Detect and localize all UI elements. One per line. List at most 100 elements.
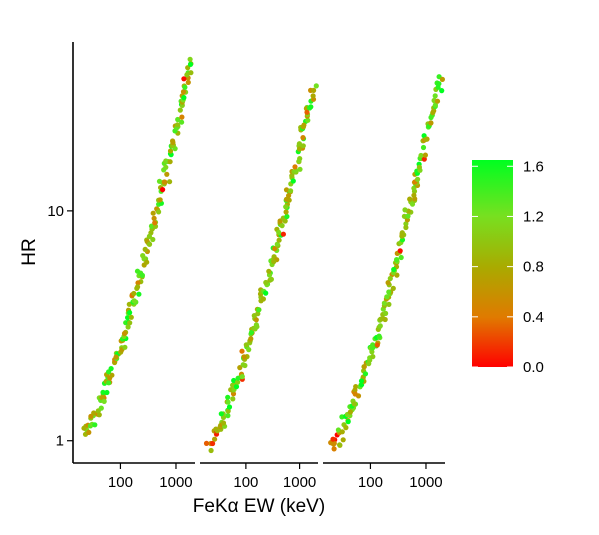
data-point (104, 389, 110, 396)
y-tick-label: 1 (56, 433, 64, 450)
data-point (434, 98, 441, 104)
data-point (422, 152, 428, 158)
data-point (248, 336, 254, 342)
data-point (263, 279, 269, 286)
data-point (284, 213, 290, 220)
data-point (274, 241, 280, 247)
x-tick-label: 1000 (409, 474, 442, 491)
data-point (407, 196, 413, 202)
x-tick-label: 1000 (159, 474, 192, 491)
data-point (127, 320, 133, 326)
colorbar-tick-label: 1.2 (523, 208, 544, 225)
data-point (109, 372, 115, 378)
data-point (428, 120, 434, 126)
data-point (148, 223, 155, 229)
data-point (283, 187, 290, 193)
data-point (353, 384, 359, 390)
data-point (161, 179, 167, 185)
data-point (390, 285, 396, 291)
data-point (235, 379, 241, 385)
data-point (300, 124, 306, 130)
data-point (384, 294, 390, 300)
y-axis-title: HR (19, 238, 40, 265)
data-point (239, 348, 245, 354)
data-point (156, 209, 162, 215)
data-point (292, 164, 298, 170)
data-point (260, 296, 266, 302)
data-point (387, 275, 393, 282)
data-point (256, 307, 262, 313)
data-point (135, 284, 141, 290)
data-point (300, 143, 306, 149)
data-point (134, 268, 141, 274)
data-point (239, 374, 245, 380)
data-point (203, 440, 210, 446)
data-point (188, 70, 194, 76)
data-point (335, 427, 341, 433)
data-point (385, 280, 391, 286)
data-point (235, 375, 241, 381)
data-point (268, 276, 274, 282)
data-point (340, 437, 346, 443)
data-point (167, 179, 173, 185)
data-point (416, 164, 422, 170)
data-point (352, 391, 358, 397)
data-point (391, 266, 397, 273)
colorbar-tick-label: 0.8 (523, 259, 544, 276)
data-point (420, 144, 427, 151)
points-layer (81, 56, 445, 454)
data-point (160, 187, 166, 193)
data-point (131, 290, 137, 297)
data-point (233, 384, 240, 390)
data-point (146, 233, 152, 239)
data-point (106, 380, 112, 386)
data-point (99, 394, 105, 401)
data-point (330, 436, 336, 442)
data-point (100, 389, 106, 395)
data-point (226, 404, 233, 410)
data-point (225, 399, 231, 405)
data-point (242, 362, 248, 369)
x-axis-title: FeKα EW (keV) (193, 496, 325, 517)
y-tick-label: 10 (47, 203, 64, 220)
data-point (439, 76, 445, 82)
data-point (339, 429, 345, 435)
data-point (297, 166, 303, 172)
data-point (394, 257, 400, 263)
data-point (161, 167, 167, 173)
data-point (167, 159, 173, 165)
x-tick-label: 1000 (283, 474, 316, 491)
data-point (182, 84, 188, 90)
data-point (296, 146, 303, 152)
data-point (156, 178, 163, 184)
data-point (254, 324, 260, 330)
data-point (418, 152, 424, 159)
data-point (386, 289, 392, 295)
data-point (237, 365, 243, 371)
data-point (403, 224, 409, 231)
data-point (127, 310, 133, 316)
data-point (139, 272, 145, 278)
data-point (157, 197, 163, 203)
data-point (290, 178, 296, 184)
data-point (280, 231, 286, 237)
data-point (415, 176, 421, 182)
data-point (381, 300, 387, 306)
data-point (213, 426, 219, 432)
data-point (432, 93, 438, 99)
data-point (246, 347, 252, 353)
data-point (310, 93, 316, 99)
data-point (108, 366, 114, 372)
data-point (421, 156, 427, 162)
data-point (231, 377, 237, 384)
data-point (439, 88, 445, 94)
data-point (248, 329, 255, 336)
data-point (241, 354, 247, 360)
data-point (279, 223, 285, 229)
x-tick-label: 100 (233, 474, 258, 491)
data-point (423, 136, 429, 142)
data-point (131, 298, 137, 304)
data-point (253, 317, 259, 323)
data-point (92, 422, 98, 428)
